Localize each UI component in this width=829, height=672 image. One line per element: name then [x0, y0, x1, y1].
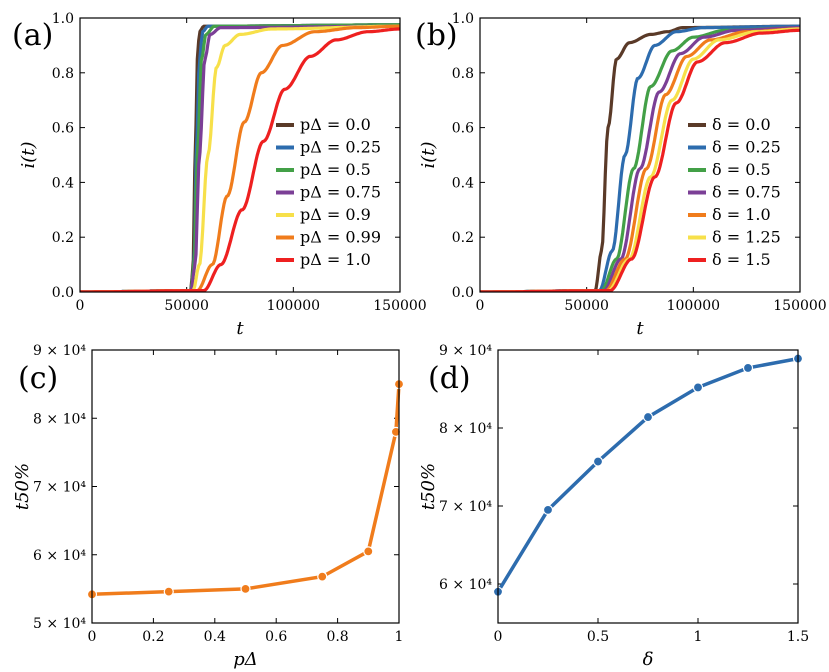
y-tick-label: 0.0: [452, 285, 474, 301]
panel-label-a: (a): [12, 18, 53, 53]
y-tick-label: 0.8: [452, 66, 474, 82]
x-tick-label: 0: [494, 629, 503, 645]
x-axis-label: pΔ: [233, 649, 258, 670]
x-tick-label: 0.8: [326, 629, 348, 645]
x-axis-label: t: [236, 318, 244, 339]
x-axis-label: δ: [643, 649, 654, 670]
panel-a: (a) 0 50000 100000 150000 0.0 0.2 0.4 0.6 0.8 1.0 t…: [12, 11, 427, 339]
legend-label: δ = 1.25: [712, 228, 781, 247]
x-tick-label: 0.2: [142, 629, 164, 645]
x-tick-label: 150000: [773, 298, 826, 314]
y-tick-label: 5 × 10⁴: [33, 616, 86, 632]
series-line-c: [91, 383, 401, 597]
y-tick-label: 0.4: [52, 175, 74, 191]
data-point: [642, 411, 654, 423]
x-tick-label: 1.5: [787, 629, 809, 645]
data-point: [692, 382, 704, 393]
y-tick-label: 1.0: [452, 11, 474, 27]
legend-label: pΔ = 1.0: [300, 250, 371, 269]
y-tick-label: 0.6: [52, 121, 74, 137]
x-tick-label: 0: [476, 298, 485, 314]
legend-label: pΔ = 0.25: [300, 138, 381, 157]
y-tick-label: 0.0: [52, 285, 74, 301]
y-tick-label: 6 × 10⁴: [439, 577, 492, 593]
legend-label: pΔ = 0.0: [300, 115, 371, 134]
y-tick-label: 0.2: [452, 230, 474, 246]
y-axis-label: i(t): [418, 141, 439, 168]
legend-label: pΔ = 0.9: [300, 205, 371, 224]
y-tick-label: 7 × 10⁴: [33, 480, 86, 496]
y-tick-label: 0.4: [452, 175, 474, 191]
x-tick-label: 0: [76, 298, 85, 314]
legend-label: pΔ = 0.75: [300, 183, 381, 202]
data-point: [742, 362, 754, 374]
panel-b: (b) 0 50000 100000 150000 0.0 0.2 0.4 0.6 0.8 1.0 t…: [415, 11, 827, 339]
data-point: [363, 546, 374, 557]
legend-label: δ = 0.0: [712, 115, 771, 134]
x-tick-label: 0.5: [587, 629, 609, 645]
y-tick-label: 7 × 10⁴: [439, 499, 492, 515]
y-tick-label: 1.0: [52, 11, 74, 27]
x-tick-label: 0: [88, 629, 97, 645]
x-tick-label: 100000: [667, 298, 720, 314]
panel-label-b: (b): [415, 18, 458, 53]
y-tick-label: 8 × 10⁴: [33, 411, 86, 427]
x-tick-label: 100000: [267, 298, 320, 314]
legend-label: δ = 1.0: [712, 205, 771, 224]
series-line-d: [496, 356, 799, 593]
x-tick-label: 1: [694, 629, 703, 645]
x-tick-label: 0.4: [204, 629, 226, 645]
y-tick-label: 0.8: [52, 66, 74, 82]
plot-frame: [479, 17, 801, 293]
legend-label: δ = 0.5: [712, 160, 771, 179]
data-point: [592, 456, 604, 467]
y-tick-label: 6 × 10⁴: [33, 548, 86, 564]
data-point: [163, 586, 174, 597]
plot-frame: [497, 349, 799, 624]
y-tick-label: 0.2: [52, 230, 74, 246]
y-tick-label: 9 × 10⁴: [439, 343, 492, 359]
data-point: [390, 426, 402, 437]
panel-d: (d) 0 0.5 1 1.5 6 × 10⁴ 7 × 10⁴ 8 × 10⁴ 9 × 10⁴ δ…: [418, 343, 809, 670]
y-axis-label: t50%: [12, 463, 33, 510]
panel-label-c: (c): [18, 361, 58, 396]
x-axis-label: t: [636, 318, 644, 339]
legend-label: δ = 0.25: [712, 138, 781, 157]
plot-frame: [79, 17, 401, 293]
legend-label: δ = 1.5: [712, 250, 771, 269]
y-axis-label: i(t): [18, 141, 39, 168]
y-axis-label: t50%: [418, 463, 439, 510]
panel-label-d: (d): [428, 361, 471, 396]
y-tick-label: 8 × 10⁴: [439, 421, 492, 437]
y-tick-label: 9 × 10⁴: [33, 343, 86, 359]
legend-label: δ = 0.75: [712, 183, 781, 202]
data-point: [240, 583, 251, 594]
x-tick-label: 0.6: [265, 629, 287, 645]
x-tick-label: 150000: [373, 298, 426, 314]
legend-label: pΔ = 0.5: [300, 160, 371, 179]
plot-frame: [91, 349, 400, 624]
legend-label: pΔ = 0.99: [300, 228, 381, 247]
data-point: [317, 571, 328, 582]
data-point: [542, 504, 554, 515]
x-tick-label: 50000: [564, 298, 609, 314]
x-tick-label: 50000: [164, 298, 209, 314]
panel-c: (c) 0 0.2 0.4 0.6 0.8 1 5 × 10⁴ 6 × 10⁴ 7 × 10⁴ 8 …: [12, 343, 405, 670]
x-tick-label: 1: [395, 629, 404, 645]
y-tick-label: 0.6: [452, 121, 474, 137]
